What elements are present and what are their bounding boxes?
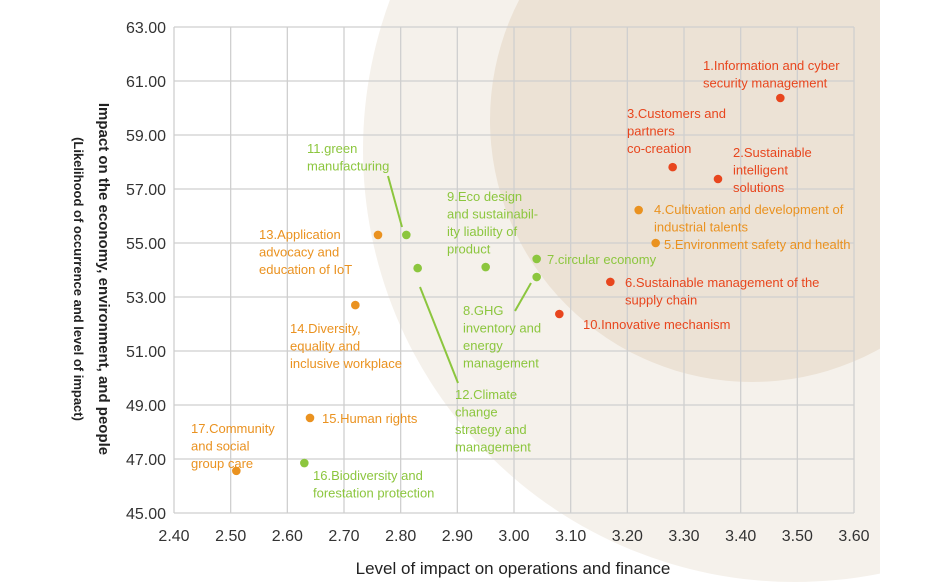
leader-lines [387,175,532,384]
point-label-2: 2.Sustainable intelligent solutions [733,145,812,195]
data-point-5 [651,238,660,248]
data-point-11 [402,230,411,240]
data-point-7 [532,254,541,264]
x-tick-label: 2.40 [158,528,189,545]
x-tick-labels: 2.40 2.50 2.60 2.70 2.80 2.90 3.00 3.10 3.20 3.30… [158,528,869,545]
point-label-17: 17.Community and social group care [191,421,275,471]
data-point-3 [668,162,677,172]
point-label-8: 8.GHG inventory and energy management [463,303,541,371]
data-point-10 [555,309,564,319]
point-label-3: 3.Customers and partners co-creation [627,106,726,156]
x-tick-label: 2.80 [385,528,416,545]
data-point-9 [481,262,490,272]
x-tick-label: 3.30 [668,528,699,545]
point-label-7: 7.circular economy [547,252,657,267]
y-tick-label: 63.00 [126,20,166,37]
point-label-13: 13.Application advocacy and education of I… [259,227,352,277]
point-label-15: 15.Human rights [322,411,418,426]
data-point-16 [300,458,309,468]
x-tick-label: 3.20 [612,528,643,545]
point-label-10: 10.Innovative mechanism [583,317,730,332]
leader-line-11 [387,175,403,228]
x-tick-label: 3.50 [782,528,813,545]
point-label-14: 14.Diversity, equality and inclusive workp… [290,321,402,371]
point-label-11: 11.green manufacturing [307,141,389,174]
data-point-6 [606,277,615,287]
point-label-1: 1.Information and cyber security manageme… [703,58,840,91]
data-point-12 [413,263,422,273]
data-point-2 [713,174,723,184]
x-tick-label: 3.60 [838,528,869,545]
y-axis-subtitle: (Likelihood of occurrence and level of i… [71,137,86,421]
point-label-12: 12.Climate change strategy and management [455,387,531,455]
y-tick-label: 49.00 [126,398,166,415]
x-tick-label: 3.40 [725,528,756,545]
y-tick-label: 57.00 [126,182,166,199]
x-tick-label: 2.70 [328,528,359,545]
data-point-17 [232,466,241,476]
x-tick-label: 3.10 [555,528,586,545]
data-points [232,93,785,476]
data-point-13 [373,230,383,240]
point-label-9: 9.Eco design and sustainabil-ity liabilit… [447,189,538,257]
y-tick-label: 47.00 [126,452,166,469]
data-point-14 [351,300,360,310]
x-tick-label: 2.60 [272,528,303,545]
y-tick-labels: 45.00 47.00 49.00 51.00 53.00 55.00 57.00 59.00… [126,20,166,523]
y-tick-label: 51.00 [126,344,166,361]
grid [173,26,855,514]
point-labels: 1.Information and cyber security manageme… [191,58,850,501]
data-point-4 [634,205,643,215]
point-label-6: 6.Sustainable management of the supply ch… [625,275,819,308]
data-point-15 [305,413,315,423]
leader-line-8 [514,282,532,312]
point-label-5: 5.Environment safety and health [664,237,850,252]
y-axis-title: Impact on the economy, environment, and … [95,103,112,455]
x-tick-label: 3.00 [498,528,529,545]
y-tick-label: 45.00 [126,506,166,523]
x-axis-title: Level of impact on operations and financ… [356,559,671,578]
y-tick-label: 55.00 [126,236,166,253]
data-point-8 [532,272,541,282]
x-tick-label: 2.90 [442,528,473,545]
y-tick-label: 59.00 [126,128,166,145]
point-label-16: 16.Biodiversity and forestation protectio… [313,468,434,501]
y-tick-label: 61.00 [126,74,166,91]
point-label-4: 4.Cultivation and development of industri… [654,202,844,235]
y-tick-label: 53.00 [126,290,166,307]
leader-line-12 [419,286,459,384]
data-point-1 [776,93,785,103]
x-tick-label: 2.50 [215,528,246,545]
